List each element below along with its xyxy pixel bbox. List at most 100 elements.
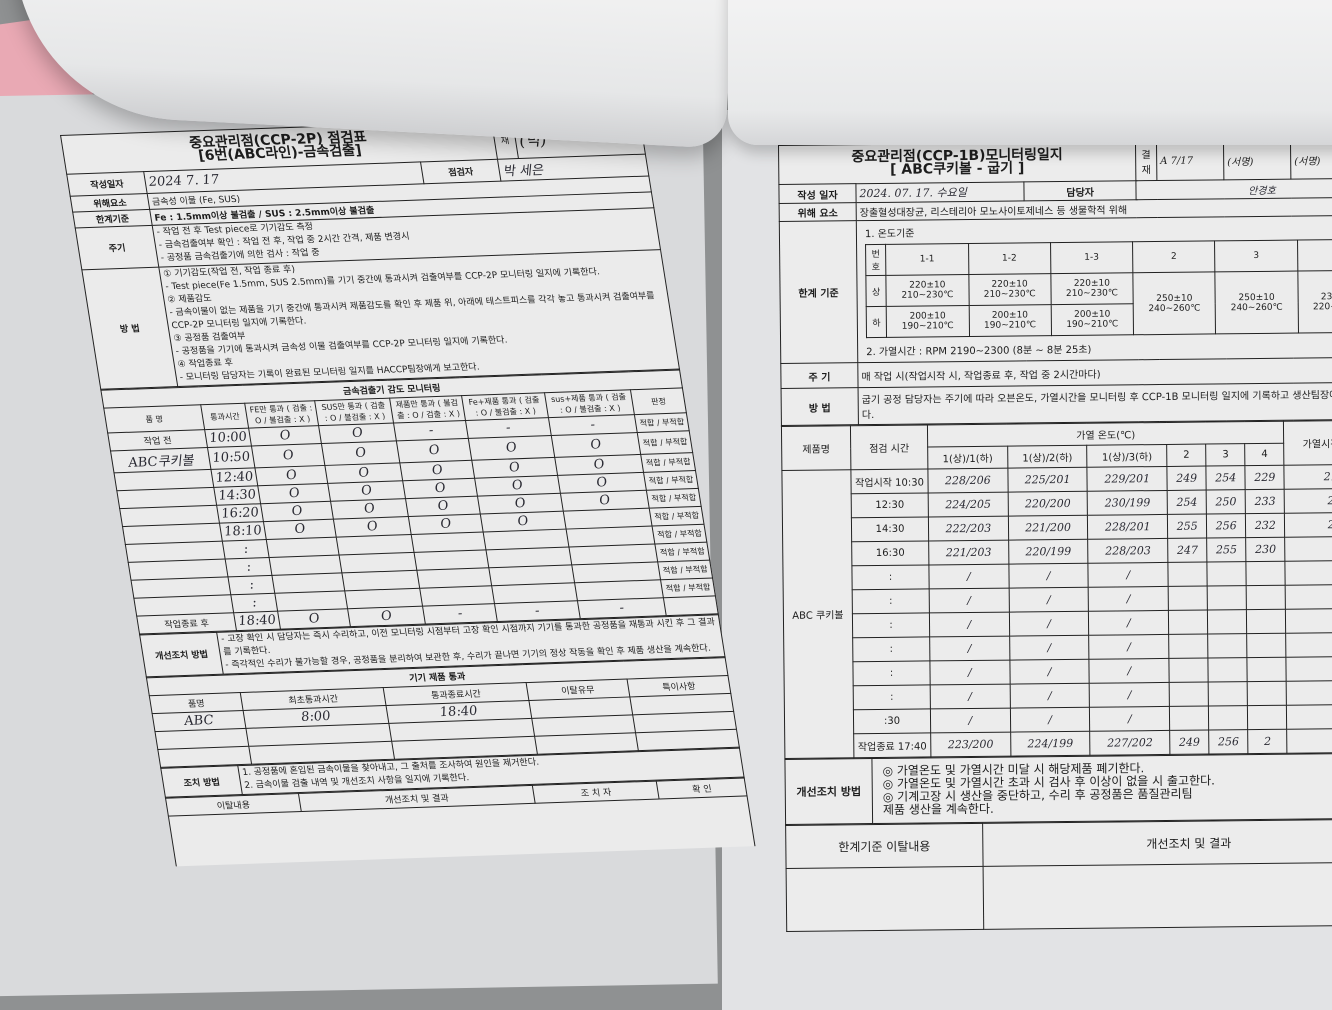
log-cell: 221/203: [928, 540, 1009, 565]
log-cell: 230: [1245, 537, 1286, 562]
log-cell: [1247, 705, 1287, 730]
monitor-cell: 적합 / 부적합: [649, 506, 705, 527]
log-cell: [1168, 586, 1208, 611]
monitor-header: FE만 통과 ( 검출 : O / 불검출 : X ): [245, 400, 319, 429]
time-header: 점검 시간: [850, 424, 928, 470]
log-cell: 256: [1206, 513, 1246, 539]
log-cell: /: [930, 708, 1011, 733]
log-cell: /: [930, 684, 1011, 709]
log-cell: [1168, 634, 1209, 659]
deviation-header: 한계기준 이탈내용: [785, 823, 984, 869]
log-cell: 14:30: [851, 516, 929, 542]
date-label: 작성일자: [66, 171, 148, 197]
log-cell: 233: [1245, 489, 1285, 514]
limit-label: 한계 기준: [779, 220, 858, 364]
temp-col-header: 1(상)/1(하): [927, 446, 1008, 469]
right-header-table: 중요관리점(CCP-1B)모니터링일지 [ ABC쿠키볼 - 굽기 ] 결재 A…: [778, 139, 1332, 426]
log-cell: [1285, 584, 1332, 610]
corrective-lines: ◎ 가열온도 및 가열시간 미달 시 해당제품 폐기한다. ◎ 가열온도 및 가열…: [871, 753, 1332, 824]
log-cell: /: [1010, 707, 1091, 733]
log-cell: [1285, 560, 1332, 586]
log-cell: /: [1009, 683, 1090, 709]
temp-single-cell: 250±10 240~260℃: [1132, 271, 1216, 335]
left-header-table: 중요관리점(CCP-2P) 점검표 [6번(ABC라인)-금속검출] 재 (박)…: [60, 115, 680, 390]
log-cell: [1169, 658, 1209, 683]
monitor-cell: :: [227, 575, 276, 595]
temp-col-header: 3: [1205, 443, 1246, 467]
cycle-label: 주 기: [780, 362, 859, 389]
log-cell: 16:30: [851, 540, 929, 566]
heat-header: 가열시간 (RPM): [1283, 420, 1332, 466]
log-cell: [1168, 610, 1208, 635]
temp-header: 1-2: [968, 242, 1051, 275]
monitor-cell: O: [251, 443, 325, 468]
log-cell: 227/202: [1090, 730, 1171, 756]
log-cell: /: [929, 636, 1010, 661]
temp-single-cell: 250±10 240~260℃: [1215, 271, 1299, 334]
log-cell: :: [852, 636, 930, 662]
monitor-header: 품 명: [103, 404, 205, 434]
temp-col-header: 2: [1166, 444, 1207, 467]
log-cell: 225/201: [1007, 467, 1088, 493]
monitor-cell: 적합 / 부적합: [660, 577, 716, 598]
log-cell: 222/203: [928, 516, 1009, 541]
log-cell: /: [1088, 562, 1169, 588]
log-cell: /: [1089, 706, 1170, 732]
monitor-cell: 적합 / 부적합: [658, 560, 713, 580]
approval-sign-3: (서명): [1290, 139, 1332, 180]
monitor-cell: O: [278, 608, 351, 630]
log-cell: :: [852, 588, 930, 614]
log-cell: 229/201: [1087, 466, 1168, 492]
corrective-label: 개선조치 방법: [784, 758, 873, 825]
log-cell: 작업종료 17:40: [853, 732, 931, 758]
log-cell: /: [1008, 563, 1089, 589]
log-cell: /: [1089, 658, 1170, 684]
log-cell: 255: [1206, 537, 1247, 563]
monitor-cell: 10:00: [204, 428, 252, 448]
temp-col-header: 4: [1244, 443, 1285, 466]
corrective-result-header: 개선조치 및 결과: [982, 819, 1332, 867]
temp-upper-label: 상: [865, 275, 887, 307]
monitor-cell: O: [347, 606, 426, 627]
monitor-cell: 10:50: [207, 445, 256, 470]
temp-col-header: 1(상)/2(하): [1007, 445, 1088, 469]
heat-time: 2. 가열시간 : RPM 2190~2300 (8분 ~ 8분 25초): [866, 344, 1092, 359]
monitor-cell: O: [321, 440, 401, 466]
monitor-cell: 적합 / 부적합: [652, 524, 707, 544]
log-cell: [1169, 706, 1209, 731]
log-cell: [1208, 705, 1248, 731]
monitor-cell: 18:10: [219, 521, 267, 542]
log-cell: 220/200: [1007, 491, 1088, 517]
monitor-header: sus+제품 통과 ( 검출 : O / 불검출 : X ): [544, 389, 635, 418]
manager-value: 안경호: [1135, 178, 1332, 200]
log-cell: 250: [1206, 489, 1246, 515]
monitor-cell: -: [577, 597, 667, 619]
log-cell: [1207, 561, 1247, 587]
log-cell: [1207, 633, 1248, 659]
log-cell: 247: [1167, 538, 1208, 563]
monitor-cell: 적합 / 부적합: [646, 488, 702, 509]
monitor-header: 제품만 통과 ( 불검출 : O / 검출 : X ): [389, 395, 466, 424]
log-cell: [1169, 682, 1209, 707]
temp-upper-cell: 220±10 210~230℃: [968, 273, 1051, 306]
monitor-cell: O: [550, 432, 642, 458]
log-cell: 254: [1206, 465, 1246, 491]
log-cell: 229: [1245, 465, 1285, 490]
log-cell: 228/203: [1088, 538, 1169, 564]
temp-lower-label: 하: [866, 306, 887, 338]
log-cell: /: [1009, 611, 1090, 637]
deviation-cell: [786, 866, 984, 932]
monitor-cell: 적합 / 부적합: [643, 470, 699, 491]
log-cell: :30: [853, 708, 931, 734]
log-cell: [1247, 657, 1287, 682]
monitor-header: Fe+제품 통과 ( 검출 : O / 불검출 : X ): [461, 392, 549, 421]
right-corrective-table: 개선조치 방법 ◎ 가열온도 및 가열시간 미달 시 해당제품 폐기한다. ◎ 가…: [784, 753, 1332, 825]
log-cell: 2: [1247, 729, 1288, 754]
monitor-cell: :: [230, 593, 279, 613]
monitor-cell: 18:40: [233, 611, 281, 631]
action-label: 조치 방법: [160, 765, 243, 798]
monitor-cell: 12:40: [210, 467, 259, 488]
log-cell: [1285, 632, 1332, 658]
log-cell: [1168, 562, 1208, 587]
